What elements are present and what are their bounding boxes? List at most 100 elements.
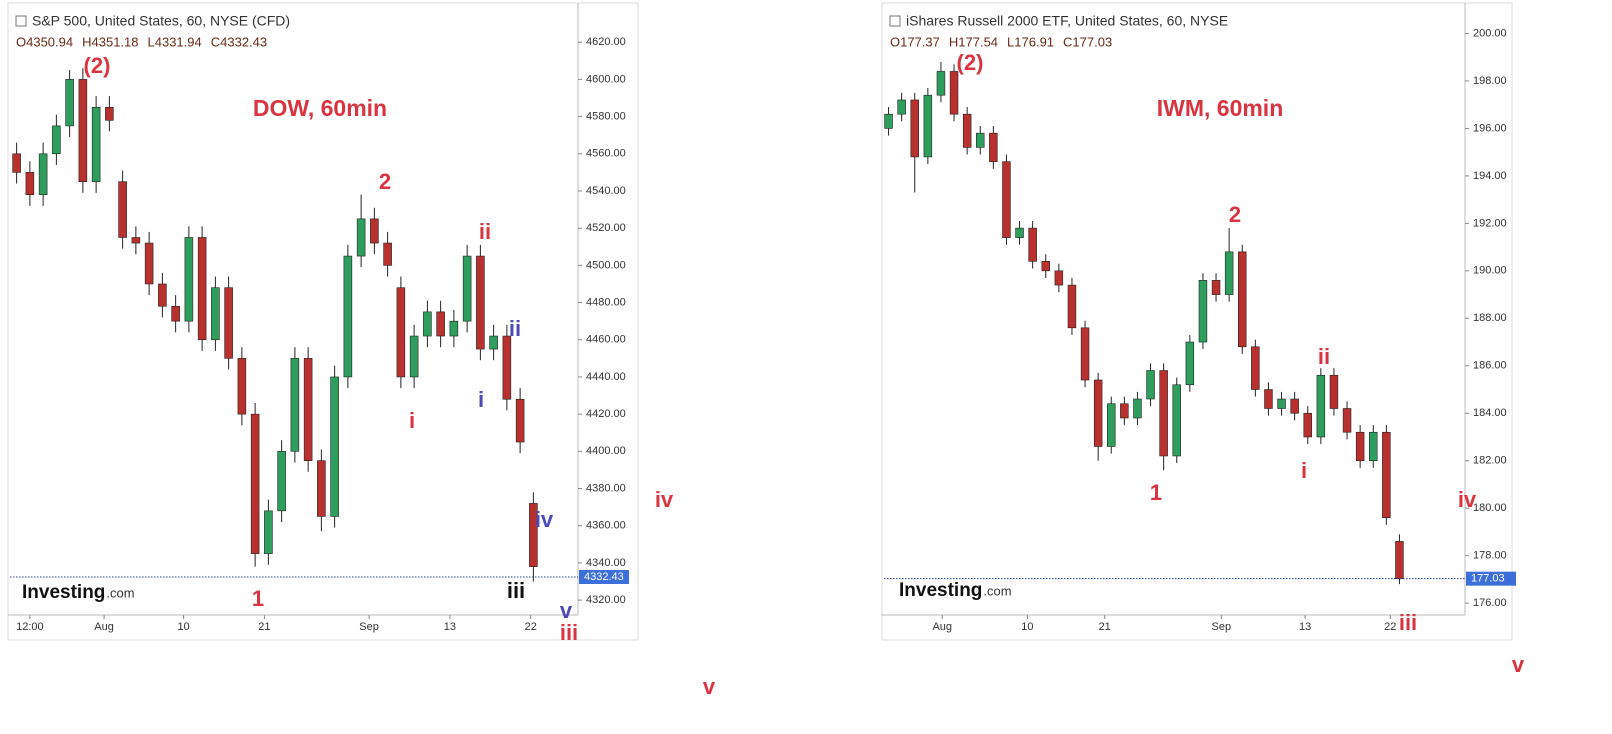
- candle-body: [515, 398, 525, 443]
- candle-body: [290, 358, 300, 452]
- wave-label: 1: [252, 586, 264, 611]
- y-tick-label: 196.00: [1473, 122, 1507, 134]
- candle-body: [396, 287, 406, 378]
- wave-label: iv: [535, 507, 554, 532]
- x-tick-label: Aug: [94, 621, 114, 633]
- wave-label: 2: [379, 169, 391, 194]
- candle-body: [1198, 280, 1208, 343]
- candle-body: [1355, 431, 1365, 462]
- x-tick-label: 13: [1299, 621, 1311, 633]
- candle-body: [1329, 374, 1339, 409]
- wave-label: iii: [507, 578, 525, 603]
- chart-header: S&P 500, United States, 60, NYSE (CFD): [32, 13, 290, 29]
- candle-body: [897, 99, 906, 115]
- candle-body: [1172, 384, 1181, 457]
- chart-annotation-title: IWM, 60min: [1157, 95, 1284, 121]
- logo-suffix: .com: [983, 583, 1011, 598]
- chart-annotation-title: DOW, 60min: [253, 95, 387, 121]
- wave-label: iii: [560, 620, 578, 645]
- wave-label: i: [478, 387, 484, 412]
- y-tick-label: 192.00: [1473, 217, 1507, 229]
- candle-body: [171, 305, 180, 322]
- candle-body: [1146, 370, 1155, 400]
- candle-body: [356, 218, 366, 257]
- candle-body: [317, 460, 326, 517]
- candle-body: [237, 358, 247, 415]
- ohlc-label: L176.91: [1007, 34, 1054, 49]
- collapse-icon: [889, 15, 901, 27]
- y-tick-label: 4460.00: [586, 334, 626, 346]
- candle-body: [211, 287, 220, 341]
- y-tick-label: 4420.00: [586, 408, 626, 420]
- wave-label: (2): [84, 53, 111, 78]
- candle-body: [1342, 408, 1352, 433]
- candle-body: [131, 237, 141, 244]
- y-tick-label: 190.00: [1473, 265, 1507, 277]
- candle-body: [462, 255, 472, 322]
- ohlc-label: O177.37: [890, 34, 940, 49]
- y-tick-label: 4540.00: [586, 185, 626, 197]
- candle-body: [65, 79, 74, 127]
- y-tick-label: 188.00: [1473, 312, 1507, 324]
- candle-body: [1251, 346, 1260, 390]
- y-tick-label: 184.00: [1473, 407, 1507, 419]
- logo-text: Investing: [899, 580, 982, 601]
- wave-label: v: [1512, 652, 1525, 677]
- logo-text: Investing: [22, 582, 105, 603]
- candle-body: [224, 287, 233, 359]
- wave-label: i: [1301, 458, 1307, 483]
- collapse-icon: [15, 15, 27, 27]
- candle-body: [1395, 541, 1404, 579]
- candle-body: [370, 218, 379, 244]
- y-tick-label: 194.00: [1473, 170, 1507, 182]
- candle-body: [158, 283, 167, 307]
- candle-body: [1290, 398, 1299, 414]
- wave-label: (2): [957, 50, 984, 75]
- x-tick-label: 22: [1384, 621, 1396, 633]
- y-tick-label: 4580.00: [586, 110, 626, 122]
- last-price-tag: [1466, 571, 1516, 586]
- x-tick-label: Sep: [359, 621, 379, 633]
- candle-body: [1041, 261, 1050, 272]
- candle-body: [1120, 403, 1129, 419]
- x-tick-label: 10: [177, 621, 189, 633]
- y-tick-label: 4480.00: [586, 296, 626, 308]
- candle-body: [936, 71, 946, 96]
- ohlc-label: C177.03: [1063, 34, 1112, 49]
- candle-body: [1382, 431, 1391, 518]
- y-tick-label: 180.00: [1473, 502, 1507, 514]
- y-tick-label: 4360.00: [586, 520, 626, 532]
- candle-body: [436, 311, 445, 337]
- candle-body: [923, 94, 933, 158]
- x-tick-label: Aug: [932, 621, 952, 633]
- candle-body: [25, 172, 35, 195]
- candle-body: [884, 113, 893, 129]
- wave-label: ii: [479, 219, 491, 244]
- x-tick-label: 22: [525, 621, 537, 633]
- candle-body: [38, 153, 48, 195]
- candle-body: [118, 181, 127, 238]
- candle-body: [1224, 251, 1234, 295]
- candle-body: [910, 99, 919, 158]
- y-tick-label: 4340.00: [586, 557, 626, 569]
- logo-suffix: .com: [106, 585, 134, 600]
- candle-body: [449, 320, 459, 337]
- ohlc-label: H177.54: [949, 34, 998, 49]
- wave-label: ii: [1318, 344, 1330, 369]
- candle-body: [197, 237, 207, 341]
- candle-body: [12, 153, 21, 173]
- candle-body: [277, 451, 286, 512]
- candle-body: [343, 255, 353, 378]
- chart-header: iShares Russell 2000 ETF, United States,…: [906, 13, 1228, 29]
- candle-body: [1107, 403, 1116, 447]
- x-tick-label: 21: [1099, 621, 1111, 633]
- candle-body: [949, 71, 959, 115]
- chart-panel: [881, 2, 1513, 641]
- candle-body: [1080, 327, 1090, 381]
- candle-body: [529, 503, 538, 567]
- candle-body: [1159, 370, 1168, 457]
- ohlc-label: O4350.94: [16, 34, 73, 49]
- x-tick-label: 12:00: [16, 621, 44, 633]
- candle-body: [52, 125, 61, 155]
